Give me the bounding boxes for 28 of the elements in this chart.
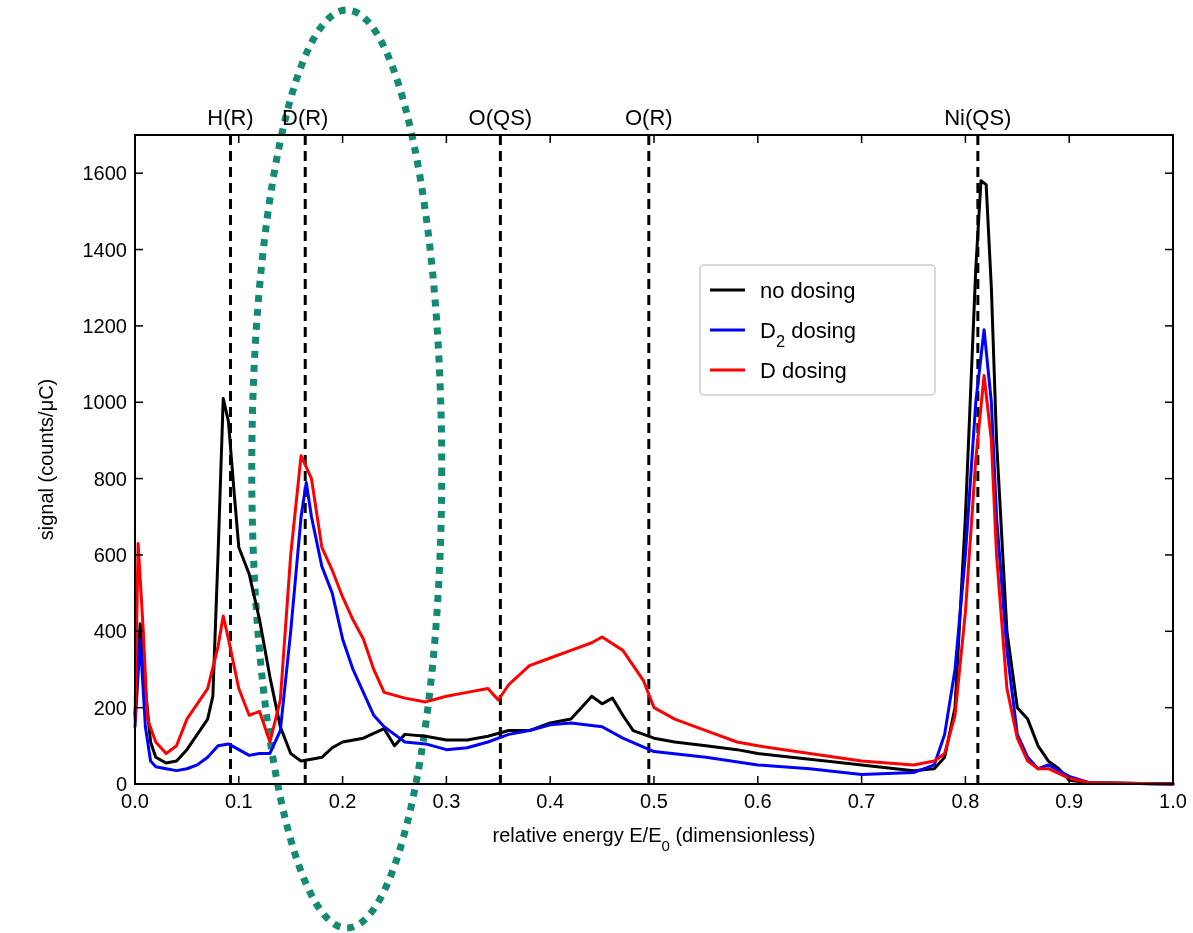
- x-tick-label: 0.2: [328, 790, 357, 812]
- x-tick-label: 0.9: [1055, 790, 1084, 812]
- y-tick-label: 800: [93, 467, 127, 490]
- y-axis-title: signal (counts/μC): [35, 378, 57, 541]
- x-tick-label: 0.7: [847, 790, 876, 812]
- y-tick-label: 1200: [82, 314, 127, 337]
- x-tick-label: 0.1: [224, 790, 253, 812]
- legend-label: D$_{2}$ dosing: [760, 317, 857, 350]
- ref-line-label: O(QS): [468, 105, 533, 130]
- ref-line-label: H(R): [207, 105, 254, 130]
- x-tick-label: 0.8: [951, 790, 980, 812]
- legend-label: D dosing: [760, 357, 847, 383]
- y-tick-label: 600: [93, 543, 127, 566]
- y-tick-label: 1000: [82, 391, 127, 414]
- y-tick-label: 1400: [82, 238, 127, 261]
- y-tick-label: 200: [93, 696, 127, 719]
- ref-line-label: Ni(QS): [944, 105, 1012, 130]
- y-tick-label: 1600: [82, 162, 127, 185]
- x-tick-label: 0.4: [536, 790, 565, 812]
- ref-line-label: D(R): [282, 105, 329, 130]
- x-tick-label: 0.6: [743, 790, 772, 812]
- ref-line-label: O(R): [624, 105, 673, 130]
- x-axis-title: relative energy E/E$_{0}$ (dimensionless): [492, 824, 816, 854]
- legend-label: no dosing: [760, 277, 856, 303]
- y-tick-label: 400: [93, 620, 127, 643]
- x-tick-label: 0.5: [640, 790, 668, 812]
- x-tick-label: 0.3: [432, 790, 461, 812]
- x-tick-label: 1.0: [1159, 790, 1187, 812]
